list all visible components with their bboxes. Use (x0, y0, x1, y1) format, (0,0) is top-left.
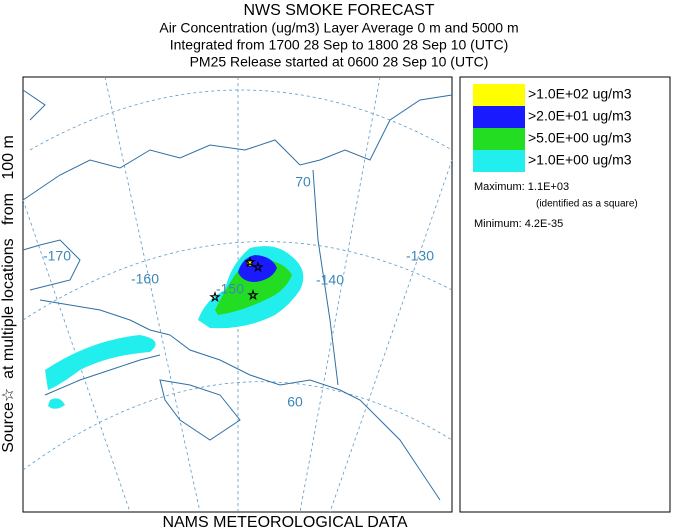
side-label: Source☆ at multiple locations from 100 m (0, 135, 17, 453)
svg-text:☆: ☆ (210, 290, 221, 304)
sources: ☆ ☆ ☆ ☆ (209, 255, 264, 305)
legend-swatch (473, 106, 525, 128)
map-label: -170 (43, 248, 71, 264)
legend-label: >5.0E+00 ug/m3 (528, 130, 632, 146)
svg-text:☆: ☆ (248, 288, 259, 302)
footer: NAMS METEOROLOGICAL DATA (162, 514, 407, 531)
map-label: 60 (287, 394, 303, 410)
legend-swatch (473, 150, 525, 172)
map-label: -160 (131, 271, 159, 287)
svg-text:☆: ☆ (245, 255, 256, 269)
map-frame (22, 76, 453, 513)
plume (45, 246, 304, 409)
title: NWS SMOKE FORECAST (243, 2, 434, 19)
legend-frame (459, 76, 671, 513)
legend-maximum-note: (identified as a square) (536, 199, 638, 210)
legend-label: >1.0E+02 ug/m3 (528, 86, 632, 102)
svg-text:☆: ☆ (253, 260, 264, 274)
legend-swatch (473, 84, 525, 106)
subtitle: Air Concentration (ug/m3) Layer Average … (159, 20, 518, 36)
map-label: 70 (295, 174, 311, 190)
legend-label: >1.0E+00 ug/m3 (528, 152, 632, 168)
map-label: -150 (216, 281, 244, 297)
subtitle: Integrated from 1700 28 Sep to 1800 28 S… (170, 37, 509, 53)
legend-label: >2.0E+01 ug/m3 (528, 108, 632, 124)
map-label: -130 (406, 248, 434, 264)
map-label: -140 (316, 272, 344, 288)
legend-swatch (473, 128, 525, 150)
map (22, 76, 453, 513)
subtitle: PM25 Release started at 0600 28 Sep 10 (… (190, 54, 489, 70)
legend-maximum: Maximum: 1.1E+03 (474, 181, 569, 193)
legend-minimum: Minimum: 4.2E-35 (474, 218, 563, 230)
legend: >1.0E+02 ug/m3 >2.0E+01 ug/m3 >5.0E+00 ug/… (473, 84, 632, 172)
